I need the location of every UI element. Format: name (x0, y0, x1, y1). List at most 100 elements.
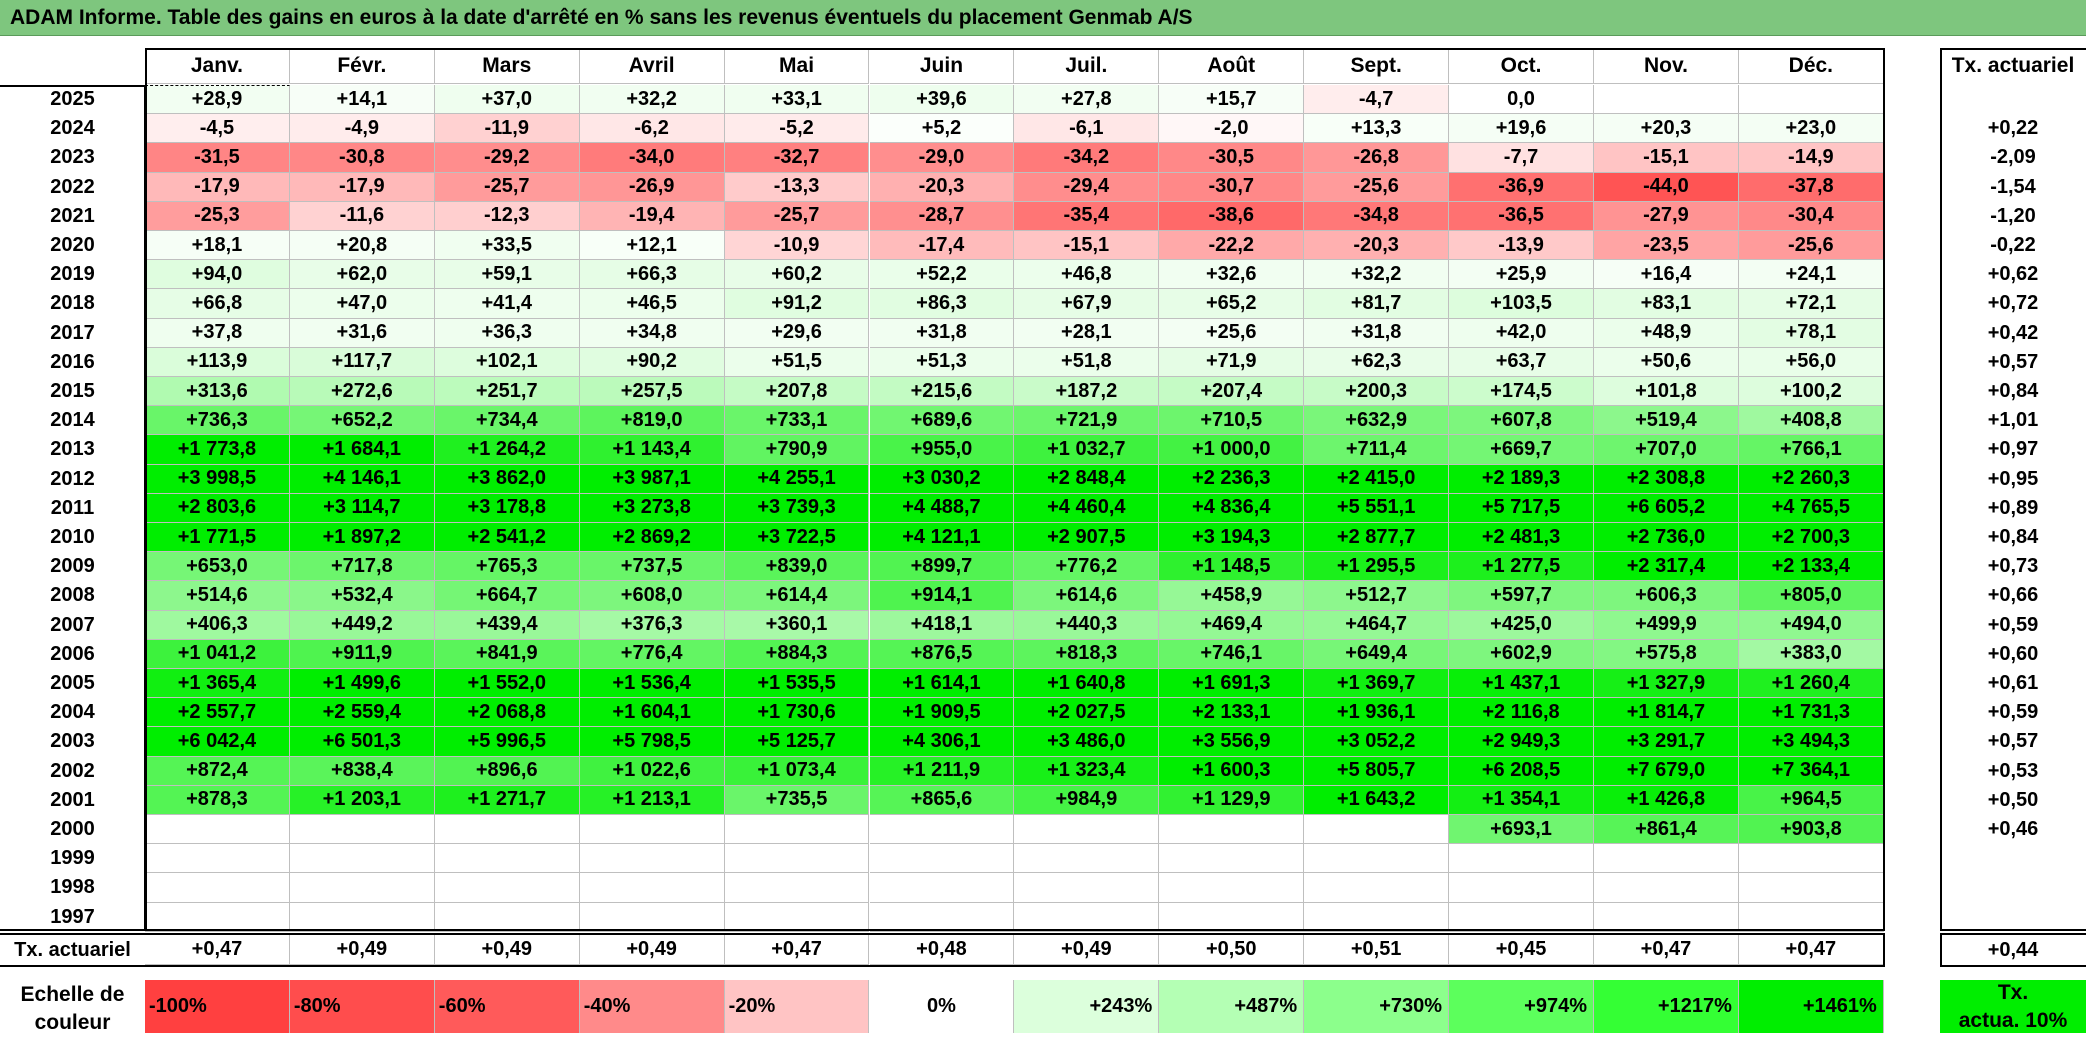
table-cell[interactable]: +4 765,5 (1738, 493, 1884, 523)
table-cell[interactable] (1014, 873, 1160, 903)
table-cell[interactable] (1594, 902, 1739, 932)
table-cell[interactable]: +33,5 (434, 231, 580, 261)
table-cell[interactable] (1014, 815, 1160, 845)
table-cell[interactable]: +1 730,6 (724, 698, 870, 728)
table-cell[interactable]: +51,3 (869, 347, 1015, 377)
table-cell[interactable]: +2 260,3 (1738, 464, 1884, 494)
table-cell[interactable]: -13,3 (724, 172, 870, 202)
table-cell[interactable]: +3 862,0 (434, 464, 580, 494)
table-cell[interactable]: +90,2 (579, 347, 725, 377)
table-cell[interactable]: +207,4 (1159, 377, 1305, 407)
table-cell[interactable]: +32,2 (1304, 260, 1450, 290)
table-cell[interactable] (579, 873, 725, 903)
table-cell[interactable]: +41,4 (434, 289, 580, 319)
table-cell[interactable] (1304, 873, 1450, 903)
table-cell[interactable]: +2 949,3 (1449, 727, 1594, 757)
table-cell[interactable]: +766,1 (1738, 435, 1884, 465)
table-cell[interactable]: +2 907,5 (1014, 523, 1160, 553)
table-cell[interactable]: -6,1 (1014, 114, 1160, 144)
table-cell[interactable]: +693,1 (1449, 815, 1594, 845)
table-cell[interactable]: +532,4 (289, 581, 435, 611)
table-cell[interactable]: +4 488,7 (869, 493, 1015, 523)
table-cell[interactable]: +575,8 (1594, 639, 1739, 669)
table-cell[interactable]: +14,1 (289, 85, 435, 115)
table-cell[interactable]: +48,9 (1594, 318, 1739, 348)
table-cell[interactable]: +63,7 (1449, 347, 1594, 377)
table-cell[interactable] (1159, 815, 1305, 845)
table-cell[interactable] (1159, 873, 1305, 903)
table-cell[interactable] (1594, 873, 1739, 903)
table-cell[interactable] (145, 873, 290, 903)
table-cell[interactable]: +6 208,5 (1449, 756, 1594, 786)
table-cell[interactable]: +464,7 (1304, 610, 1450, 640)
table-cell[interactable]: +81,7 (1304, 289, 1450, 319)
table-cell[interactable]: +1 327,9 (1594, 669, 1739, 699)
table-cell[interactable]: -26,8 (1304, 143, 1450, 173)
table-cell[interactable]: +884,3 (724, 639, 870, 669)
table-cell[interactable]: +1 041,2 (145, 639, 290, 669)
table-cell[interactable]: +72,1 (1738, 289, 1884, 319)
table-cell[interactable]: +3 998,5 (145, 464, 290, 494)
table-cell[interactable]: -34,8 (1304, 201, 1450, 231)
table-cell[interactable]: -19,4 (579, 201, 725, 231)
table-cell[interactable]: +56,0 (1738, 347, 1884, 377)
table-cell[interactable]: +59,1 (434, 260, 580, 290)
table-cell[interactable]: -25,7 (434, 172, 580, 202)
table-cell[interactable]: -36,5 (1449, 201, 1594, 231)
table-cell[interactable]: +819,0 (579, 406, 725, 436)
table-cell[interactable]: +101,8 (1594, 377, 1739, 407)
table-cell[interactable]: +3 739,3 (724, 493, 870, 523)
table-cell[interactable] (724, 844, 870, 874)
table-cell[interactable]: +1 614,1 (869, 669, 1015, 699)
table-cell[interactable] (869, 873, 1015, 903)
table-cell[interactable]: +25,6 (1159, 318, 1305, 348)
table-cell[interactable]: +2 559,4 (289, 698, 435, 728)
table-cell[interactable]: +5 717,5 (1449, 493, 1594, 523)
table-cell[interactable]: -38,6 (1159, 201, 1305, 231)
table-cell[interactable]: -37,8 (1738, 172, 1884, 202)
table-cell[interactable] (579, 844, 725, 874)
table-cell[interactable]: +6 605,2 (1594, 493, 1739, 523)
table-cell[interactable]: +7 364,1 (1738, 756, 1884, 786)
table-cell[interactable]: +1 600,3 (1159, 756, 1305, 786)
table-cell[interactable]: +3 194,3 (1159, 523, 1305, 553)
table-cell[interactable] (1304, 902, 1450, 932)
table-cell[interactable]: +876,5 (869, 639, 1015, 669)
table-cell[interactable] (289, 815, 435, 845)
table-cell[interactable]: +29,6 (724, 318, 870, 348)
table-cell[interactable]: +1 129,9 (1159, 785, 1305, 815)
table-cell[interactable]: +2 700,3 (1738, 523, 1884, 553)
table-cell[interactable]: +653,0 (145, 552, 290, 582)
table-cell[interactable]: +5 798,5 (579, 727, 725, 757)
table-cell[interactable]: +841,9 (434, 639, 580, 669)
table-cell[interactable] (579, 902, 725, 932)
table-cell[interactable]: +2 415,0 (1304, 464, 1450, 494)
table-cell[interactable]: +597,7 (1449, 581, 1594, 611)
table-cell[interactable]: +1 773,8 (145, 435, 290, 465)
table-cell[interactable] (289, 873, 435, 903)
table-cell[interactable]: +1 148,5 (1159, 552, 1305, 582)
table-cell[interactable]: +878,3 (145, 785, 290, 815)
table-cell[interactable] (434, 873, 580, 903)
table-cell[interactable]: +3 486,0 (1014, 727, 1160, 757)
table-cell[interactable]: +1 426,8 (1594, 785, 1739, 815)
table-cell[interactable]: +3 722,5 (724, 523, 870, 553)
table-cell[interactable]: +736,3 (145, 406, 290, 436)
table-cell[interactable] (289, 844, 435, 874)
table-cell[interactable]: -35,4 (1014, 201, 1160, 231)
table-cell[interactable] (1594, 85, 1739, 115)
table-cell[interactable]: -5,2 (724, 114, 870, 144)
table-cell[interactable]: +519,4 (1594, 406, 1739, 436)
table-cell[interactable]: -10,9 (724, 231, 870, 261)
table-cell[interactable]: +19,6 (1449, 114, 1594, 144)
table-cell[interactable]: +734,4 (434, 406, 580, 436)
table-cell[interactable]: +24,1 (1738, 260, 1884, 290)
table-cell[interactable]: +955,0 (869, 435, 1015, 465)
table-cell[interactable]: +514,6 (145, 581, 290, 611)
table-cell[interactable]: +65,2 (1159, 289, 1305, 319)
table-cell[interactable]: +1 211,9 (869, 756, 1015, 786)
table-cell[interactable]: +66,3 (579, 260, 725, 290)
table-cell[interactable]: 0,0 (1449, 85, 1594, 115)
table-cell[interactable]: +102,1 (434, 347, 580, 377)
table-cell[interactable] (1014, 844, 1160, 874)
